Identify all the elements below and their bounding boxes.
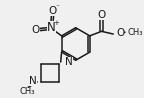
Text: O: O bbox=[31, 25, 39, 35]
Text: O: O bbox=[48, 6, 57, 16]
Text: CH₃: CH₃ bbox=[128, 28, 143, 37]
Text: O: O bbox=[116, 28, 124, 38]
Text: ⁻: ⁻ bbox=[55, 2, 59, 11]
Text: CH₃: CH₃ bbox=[20, 87, 35, 96]
Text: N: N bbox=[65, 57, 73, 67]
Text: O: O bbox=[97, 10, 106, 20]
Text: N: N bbox=[47, 21, 56, 34]
Text: +: + bbox=[53, 20, 59, 26]
Text: N: N bbox=[30, 76, 37, 86]
